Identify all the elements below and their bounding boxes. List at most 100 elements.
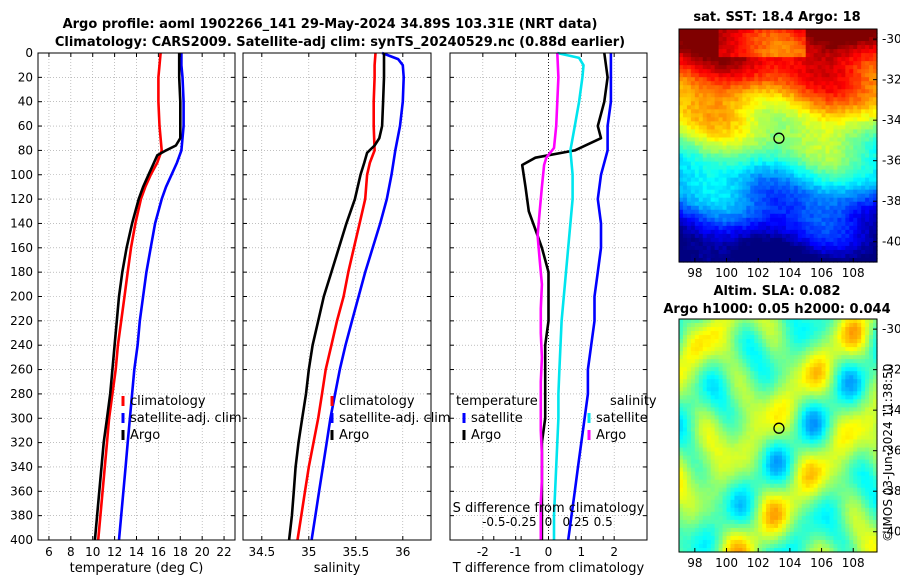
heatmap-cell — [825, 61, 831, 66]
heatmap-cell — [861, 69, 866, 74]
heatmap-cell — [797, 181, 803, 187]
heatmap-cell — [754, 157, 759, 163]
heatmap-cell — [829, 411, 835, 417]
heatmap-cell — [690, 97, 696, 102]
heatmap-cell — [734, 213, 739, 219]
heatmap-cell — [730, 447, 736, 453]
heatmap-cell — [758, 415, 763, 421]
heatmap-cell — [785, 97, 791, 102]
heatmap-cell — [706, 257, 712, 263]
heatmap-cell — [817, 49, 823, 54]
heatmap-cell — [797, 229, 803, 235]
heatmap-cell — [758, 411, 763, 417]
heatmap-cell — [710, 347, 716, 352]
heatmap-cell — [778, 113, 783, 118]
heatmap-cell — [746, 439, 751, 445]
heatmap-cell — [706, 61, 712, 66]
heatmap-cell — [718, 375, 724, 380]
heatmap-cell — [742, 375, 747, 380]
heatmap-cell — [686, 197, 692, 203]
heatmap-cell — [706, 331, 712, 336]
heatmap-cell — [694, 339, 700, 344]
heatmap-cell — [762, 113, 767, 118]
heatmap-cell — [742, 177, 747, 183]
heatmap-cell — [754, 323, 759, 328]
heatmap-cell — [853, 435, 858, 441]
heatmap-cell — [805, 125, 811, 131]
heatmap-cell — [778, 327, 783, 332]
heatmap-cell — [706, 363, 712, 368]
heatmap-cell — [734, 85, 739, 90]
heatmap-cell — [801, 121, 807, 127]
heatmap-cell — [778, 137, 783, 143]
heatmap-cell — [766, 367, 771, 372]
heatmap-cell — [853, 431, 858, 437]
heatmap-cell — [781, 355, 787, 360]
heatmap-cell — [797, 193, 803, 199]
heatmap-cell — [698, 137, 704, 143]
heatmap-cell — [829, 173, 835, 179]
heatmap-cell — [742, 29, 747, 34]
heatmap-cell — [789, 213, 795, 219]
heatmap-cell — [762, 105, 767, 110]
heatmap-cell — [813, 29, 819, 34]
heatmap-cell — [865, 49, 870, 54]
heatmap-cell — [793, 101, 799, 106]
heatmap-cell — [849, 205, 854, 211]
heatmap-cell — [730, 427, 736, 433]
heatmap-cell — [718, 105, 724, 110]
heatmap-cell — [758, 69, 763, 74]
heatmap-cell — [778, 49, 783, 54]
heatmap-cell — [706, 217, 712, 223]
heatmap-cell — [837, 371, 842, 376]
heatmap-cell — [793, 351, 799, 356]
heatmap-cell — [817, 177, 823, 183]
heatmap-cell — [742, 189, 747, 195]
heatmap-cell — [758, 49, 763, 54]
heatmap-cell — [841, 141, 846, 147]
heatmap-cell — [770, 45, 775, 50]
heatmap-cell — [726, 37, 732, 42]
heatmap-cell — [726, 347, 732, 352]
heatmap-cell — [797, 73, 803, 78]
heatmap-cell — [762, 423, 767, 429]
heatmap-cell — [813, 165, 819, 171]
heatmap-cell — [702, 327, 708, 332]
heatmap-cell — [738, 379, 743, 384]
heatmap-cell — [718, 233, 724, 239]
heatmap-cell — [829, 237, 835, 243]
heatmap-cell — [785, 383, 791, 388]
heatmap-cell — [702, 89, 708, 94]
heatmap-cell — [746, 49, 751, 54]
heatmap-cell — [801, 65, 807, 70]
heatmap-cell — [702, 335, 708, 340]
heatmap-cell — [690, 133, 696, 139]
heatmap-cell — [821, 121, 827, 127]
heatmap-cell — [789, 189, 795, 195]
heatmap-cell — [781, 415, 787, 421]
heatmap-cell — [738, 367, 743, 372]
heatmap-cell — [821, 209, 827, 215]
heatmap-cell — [849, 157, 854, 163]
heatmap-cell — [809, 129, 815, 135]
heatmap-cell — [809, 339, 815, 344]
heatmap-cell — [762, 395, 767, 400]
heatmap-cell — [770, 85, 775, 90]
heatmap-cell — [750, 241, 755, 247]
heatmap-cell — [797, 447, 803, 453]
heatmap-cell — [821, 157, 827, 163]
heatmap-cell — [837, 205, 842, 211]
heatmap-cell — [758, 351, 763, 356]
heatmap-cell — [738, 85, 743, 90]
heatmap-cell — [873, 213, 878, 219]
heatmap-cell — [710, 145, 716, 151]
heatmap-cell — [789, 253, 795, 259]
heatmap-cell — [845, 97, 850, 102]
heatmap-cell — [793, 65, 799, 70]
heatmap-cell — [805, 93, 811, 98]
heatmap-cell — [690, 217, 696, 223]
heatmap-cell — [758, 455, 763, 461]
heatmap-cell — [686, 125, 692, 131]
heatmap-cell — [873, 419, 878, 425]
heatmap-cell — [754, 347, 759, 352]
